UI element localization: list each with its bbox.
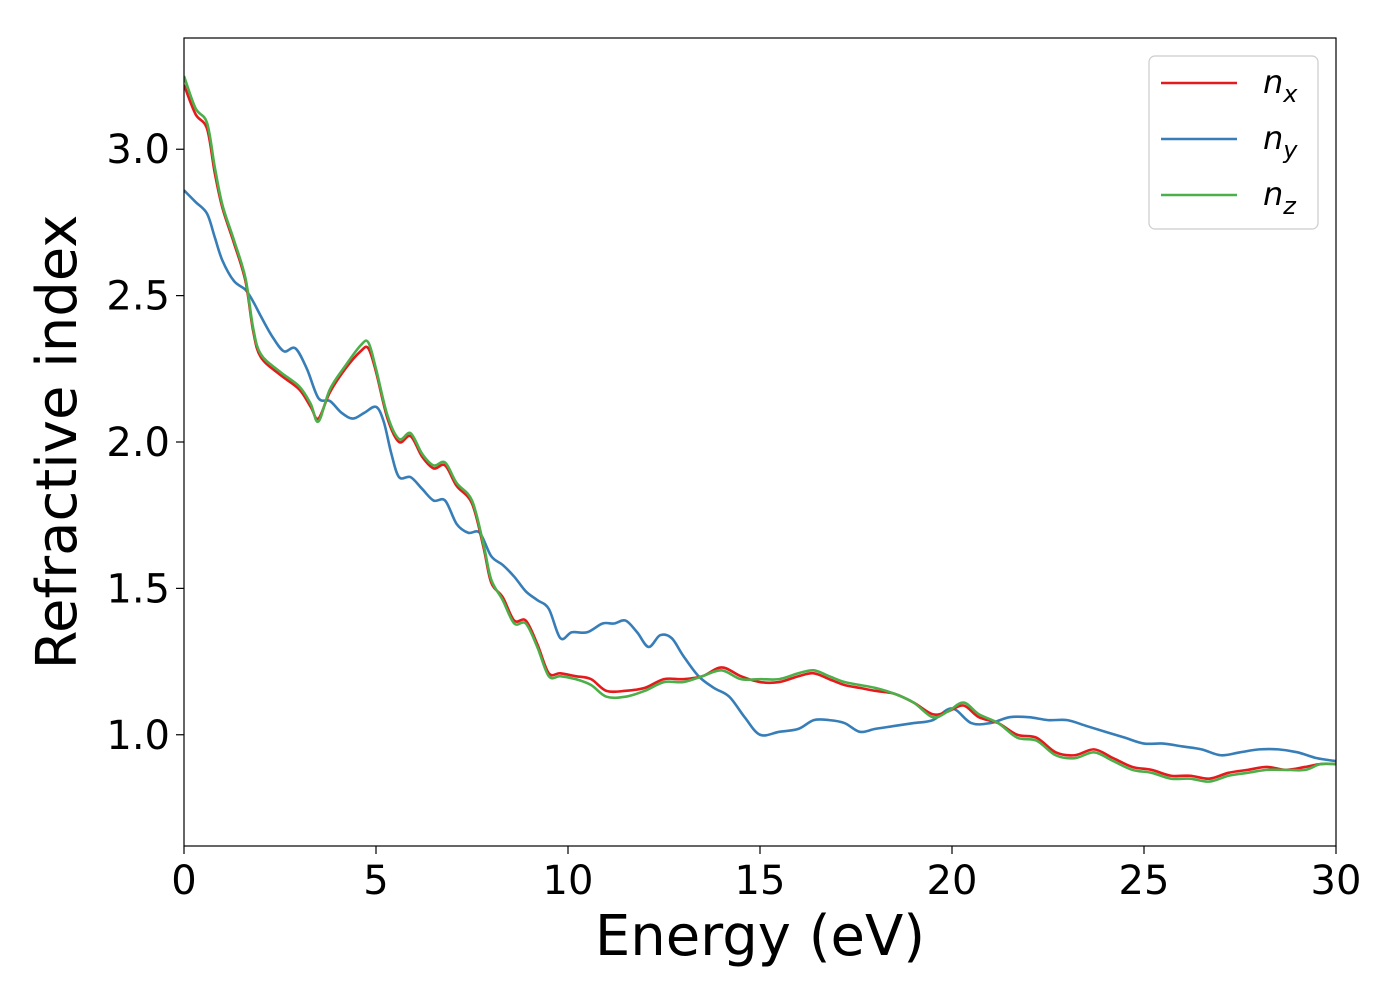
legend-label-main: n xyxy=(1263,175,1283,213)
x-axis: 0 5 10 15 20 25 30 xyxy=(171,846,1361,904)
x-axis-label: Energy (eV) xyxy=(595,904,925,969)
x-tick-label: 15 xyxy=(735,858,786,904)
x-tick-label: 30 xyxy=(1311,858,1362,904)
x-tick-label: 0 xyxy=(171,858,196,904)
legend-label-subscript: y xyxy=(1282,136,1298,164)
legend-box xyxy=(1148,55,1319,230)
x-tick-label: 20 xyxy=(927,858,978,904)
series-layer xyxy=(184,75,1336,783)
series-line-z xyxy=(184,75,1336,783)
x-tick-label: 10 xyxy=(543,858,594,904)
x-tick-label: 5 xyxy=(363,858,388,904)
legend-label-main: n xyxy=(1263,63,1283,101)
y-tick-label: 1.5 xyxy=(106,566,170,612)
legend-label-y: ny xyxy=(1263,119,1298,164)
legend-label-subscript: x xyxy=(1282,80,1298,108)
legend-label-subscript: z xyxy=(1282,192,1297,220)
y-tick-label: 1.0 xyxy=(106,713,170,759)
y-axis: 1.0 1.5 2.0 2.5 3.0 xyxy=(106,127,184,759)
y-tick-label: 2.0 xyxy=(106,420,170,466)
y-tick-label: 3.0 xyxy=(106,127,170,173)
legend-label-z: nz xyxy=(1263,175,1297,220)
legend-label-x: nx xyxy=(1263,63,1298,108)
series-line-y xyxy=(184,189,1336,763)
x-tick-label: 25 xyxy=(1119,858,1170,904)
legend-label-main: n xyxy=(1263,119,1283,157)
y-axis-label: Refractive index xyxy=(25,215,90,670)
y-tick-label: 2.5 xyxy=(106,274,170,320)
